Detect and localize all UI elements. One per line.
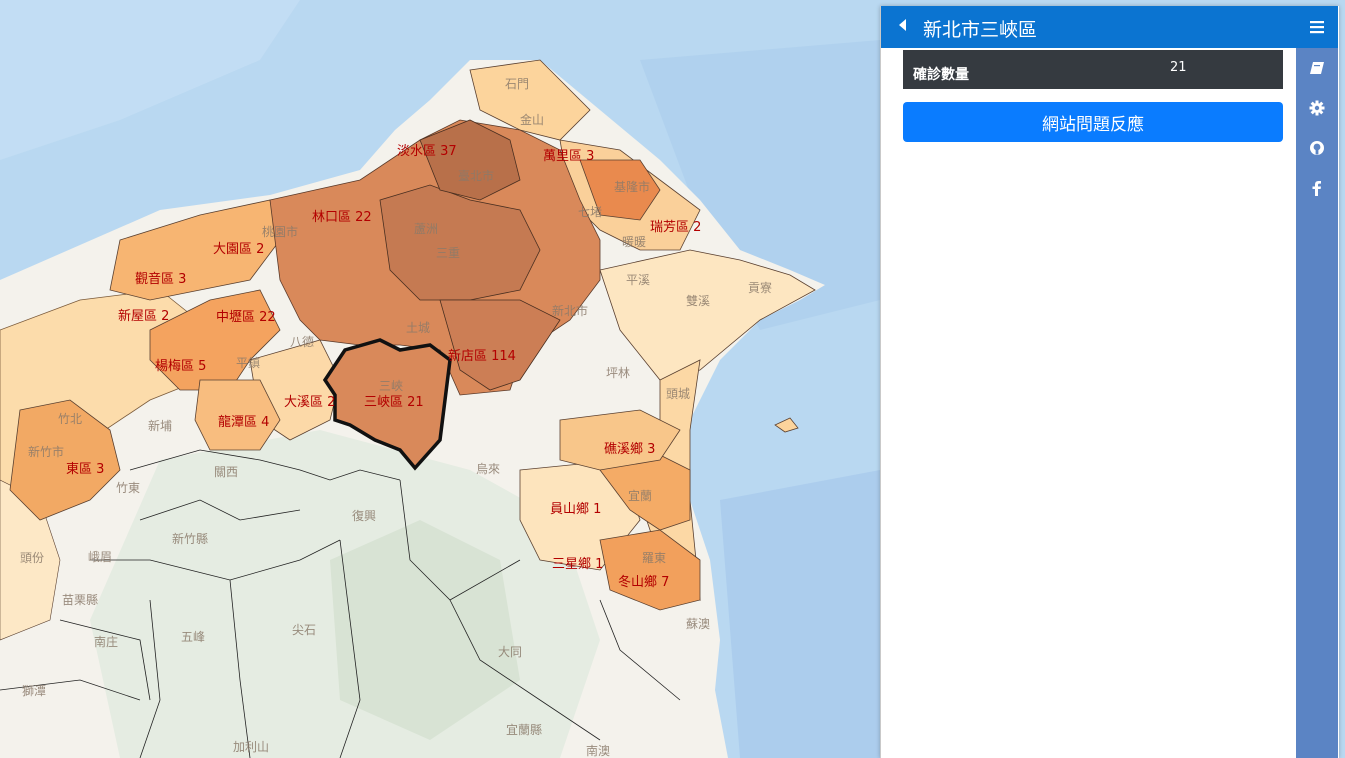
case-label-guanyin[interactable]: 觀音區 3 [135,271,186,287]
place-label-wulai: 烏來 [476,462,500,476]
case-label-xindian[interactable]: 新店區 114 [448,348,516,364]
case-label-daxi[interactable]: 大溪區 2 [284,395,335,410]
place-label-jianshi: 尖石 [292,623,316,637]
place-label-toucheng: 頭城 [666,387,690,401]
place-label-newtaipei: 新北市 [552,303,588,318]
case-label-yuanshan[interactable]: 員山鄉 1 [550,501,601,517]
place-label-nanao: 南澳 [586,743,610,758]
place-label-taoyuan: 桃園市 [262,224,298,239]
place-label-yilan: 宜蘭縣 [506,722,542,737]
place-label-jinshan: 金山 [520,112,544,127]
case-label-zhongli[interactable]: 中壢區 22 [216,310,276,325]
place-label-jialishan: 加利山 [233,740,269,754]
github-icon [1310,141,1324,155]
tab-menu[interactable] [1296,6,1338,48]
tab-book[interactable] [1296,48,1338,88]
tab-facebook[interactable] [1296,168,1338,208]
place-label-datong: 大同 [498,645,522,659]
place-label-shuangxi: 雙溪 [686,294,710,308]
case-count-value: 21 [1170,60,1187,75]
collapse-caret-icon[interactable] [899,19,906,31]
place-label-pingxi: 平溪 [626,273,650,287]
gear-icon [1309,100,1325,116]
place-label-luzhou: 蘆洲 [414,222,438,236]
place-label-pinglin: 坪林 [606,366,630,380]
place-label-nanzhuang: 南庄 [94,634,118,649]
place-label-sanchong: 三重 [436,246,460,260]
case-label-east[interactable]: 東區 3 [66,461,104,477]
place-label-gongliao: 貢寮 [748,280,772,295]
case-label-dongshan[interactable]: 冬山鄉 7 [618,574,669,590]
place-label-suao: 蘇澳 [686,617,710,631]
place-label-sanxia_place: 三峽 [379,379,403,393]
case-label-jiaoxi[interactable]: 礁溪鄉 3 [604,441,655,457]
place-label-toufen: 頭份 [20,551,44,565]
place-label-taipei: 臺北市 [458,168,494,183]
place-label-pingzhen: 平鎮 [236,355,260,370]
case-label-xinwu[interactable]: 新屋區 2 [118,308,169,324]
case-label-dayuan[interactable]: 大園區 2 [213,242,264,257]
place-label-bade: 八德 [290,334,314,349]
place-label-tucheng: 土城 [406,321,430,335]
place-label-hsinchu_city: 新竹市 [28,444,64,459]
case-label-longtan[interactable]: 龍潭區 4 [218,414,269,430]
tab-github[interactable] [1296,128,1338,168]
sidebar-tabs [1296,6,1338,758]
place-label-hsinchu_county: 新竹縣 [172,531,208,546]
place-label-qidu: 七堵 [578,205,602,219]
place-label-shitan: 獅潭 [22,684,46,698]
place-label-shimen: 石門 [505,77,529,91]
place-label-guanxi: 關西 [214,465,238,479]
place-label-xinpu: 新埔 [148,418,172,433]
case-label-wanli[interactable]: 萬里區 3 [543,149,594,164]
place-label-zhudong: 竹東 [116,481,140,495]
info-sidebar: 新北市三峽區 確診數量 21 網站問題反應 [880,6,1339,758]
feedback-button[interactable]: 網站問題反應 [903,102,1283,142]
place-label-yilan_city: 宜蘭 [628,488,652,503]
place-label-keelung: 基隆市 [614,179,650,194]
case-label-linkou[interactable]: 林口區 22 [312,210,372,225]
tab-settings[interactable] [1296,88,1338,128]
case-label-sanxing[interactable]: 三星鄉 1 [552,556,603,572]
place-label-wufeng: 五峰 [181,630,205,644]
case-count-row: 確診數量 21 [903,50,1283,89]
place-label-luodong: 羅東 [642,551,666,565]
case-label-tamsui[interactable]: 淡水區 37 [397,144,457,159]
case-label-sanxia[interactable]: 三峽區 21 [364,395,424,410]
case-label-ruifang[interactable]: 瑞芳區 2 [650,220,701,235]
place-label-nuannuan: 暖暖 [622,235,646,249]
sidebar-header: 新北市三峽區 [881,6,1297,48]
place-label-fuxing: 復興 [352,508,376,523]
case-count-label: 確診數量 [913,67,969,83]
book-icon [1310,62,1324,74]
sidebar-title: 新北市三峽區 [923,19,1038,41]
case-label-yangmei[interactable]: 楊梅區 5 [155,358,206,374]
bars-icon [1310,21,1324,34]
place-label-emei: 峨眉 [88,550,112,564]
place-label-miaoli: 苗栗縣 [62,593,98,607]
facebook-icon [1312,181,1321,196]
place-label-zhubei: 竹北 [58,412,82,426]
